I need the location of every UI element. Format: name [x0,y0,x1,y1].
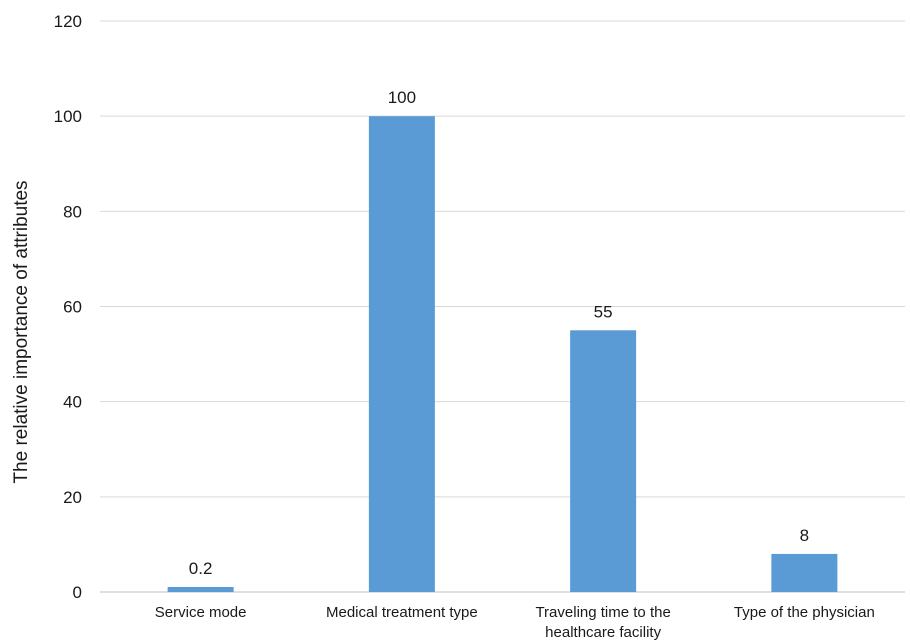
y-axis-ticks: 0 20 40 60 80 100 120 [54,12,82,602]
gridlines [100,20,905,593]
data-label: 8 [800,526,809,545]
data-labels: 0.2 100 55 8 [189,88,809,578]
y-tick-label: 20 [63,488,82,507]
y-tick-label: 60 [63,298,82,317]
y-axis-title: The relative importance of attributes [11,180,32,483]
y-tick-label: 80 [63,202,82,221]
y-tick-label: 40 [63,393,82,412]
x-axis-categories: Service mode Medical treatment type Travel… [155,604,875,641]
x-category-label: Type of the physician [734,604,875,621]
x-category-label: Traveling time to the healthcare facility [535,604,670,641]
y-tick-label: 0 [73,583,82,602]
y-tick-label: 120 [54,12,82,31]
x-category-label: Medical treatment type [326,604,478,621]
bar [570,330,637,592]
bar [368,116,435,593]
bar [771,553,838,592]
data-label: 55 [594,302,613,321]
data-label: 0.2 [189,559,213,578]
data-label: 100 [388,88,416,107]
bars [167,116,838,593]
bar [167,587,234,592]
y-tick-label: 100 [54,107,82,126]
x-category-label: Service mode [155,604,247,621]
